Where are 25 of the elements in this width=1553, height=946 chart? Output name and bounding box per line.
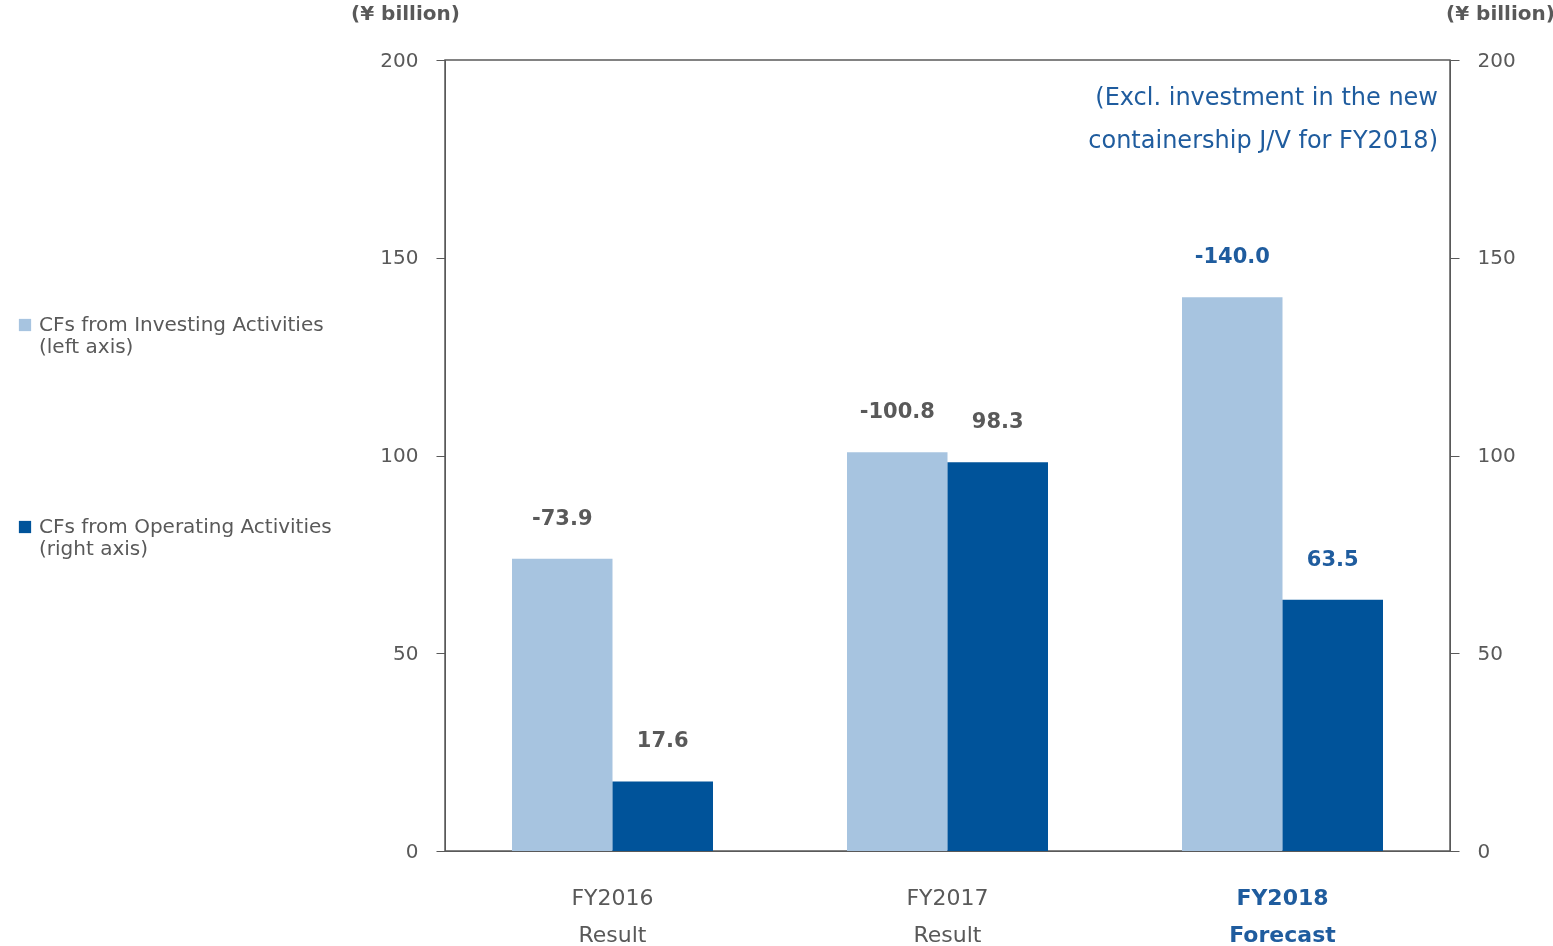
y-axis-title: (¥ billion) [351, 0, 460, 25]
y-tick-label: 200 [380, 47, 419, 72]
data-label: 63.5 [1306, 546, 1359, 571]
y2-tick-label: 50 [1477, 640, 1503, 665]
x-tick-label: FY2018 Forecast [1229, 884, 1337, 946]
y-tick-label: 0 [405, 838, 419, 863]
y2-tick-label: 0 [1477, 838, 1491, 863]
legend-label: CFs from Investing Activities (left axis) [39, 312, 324, 358]
x-tick-label: FY2016 Result [571, 884, 654, 946]
y-tick-label: 100 [380, 443, 419, 467]
data-label: -73.9 [531, 505, 593, 530]
legend-label: CFs from Operating Activities (right axis) [39, 514, 332, 560]
y-tick-label: 50 [393, 640, 419, 665]
data-label: 98.3 [971, 409, 1024, 434]
y2-tick-label: 150 [1477, 245, 1516, 270]
data-label: -100.8 [859, 399, 935, 424]
y2-tick-label: 200 [1477, 47, 1516, 72]
y2-tick-label: 100 [1477, 443, 1516, 467]
x-tick-label: FY2017 Result [906, 884, 989, 946]
annotation: (Excl. investment in the new containership J/V for FY2018) [1088, 83, 1438, 154]
y2-axis-title: (¥ billion) [1446, 0, 1553, 25]
data-label: -140.0 [1194, 244, 1270, 269]
bar [612, 781, 713, 851]
y-tick-label: 150 [380, 245, 419, 270]
data-label: 17.6 [636, 728, 689, 753]
